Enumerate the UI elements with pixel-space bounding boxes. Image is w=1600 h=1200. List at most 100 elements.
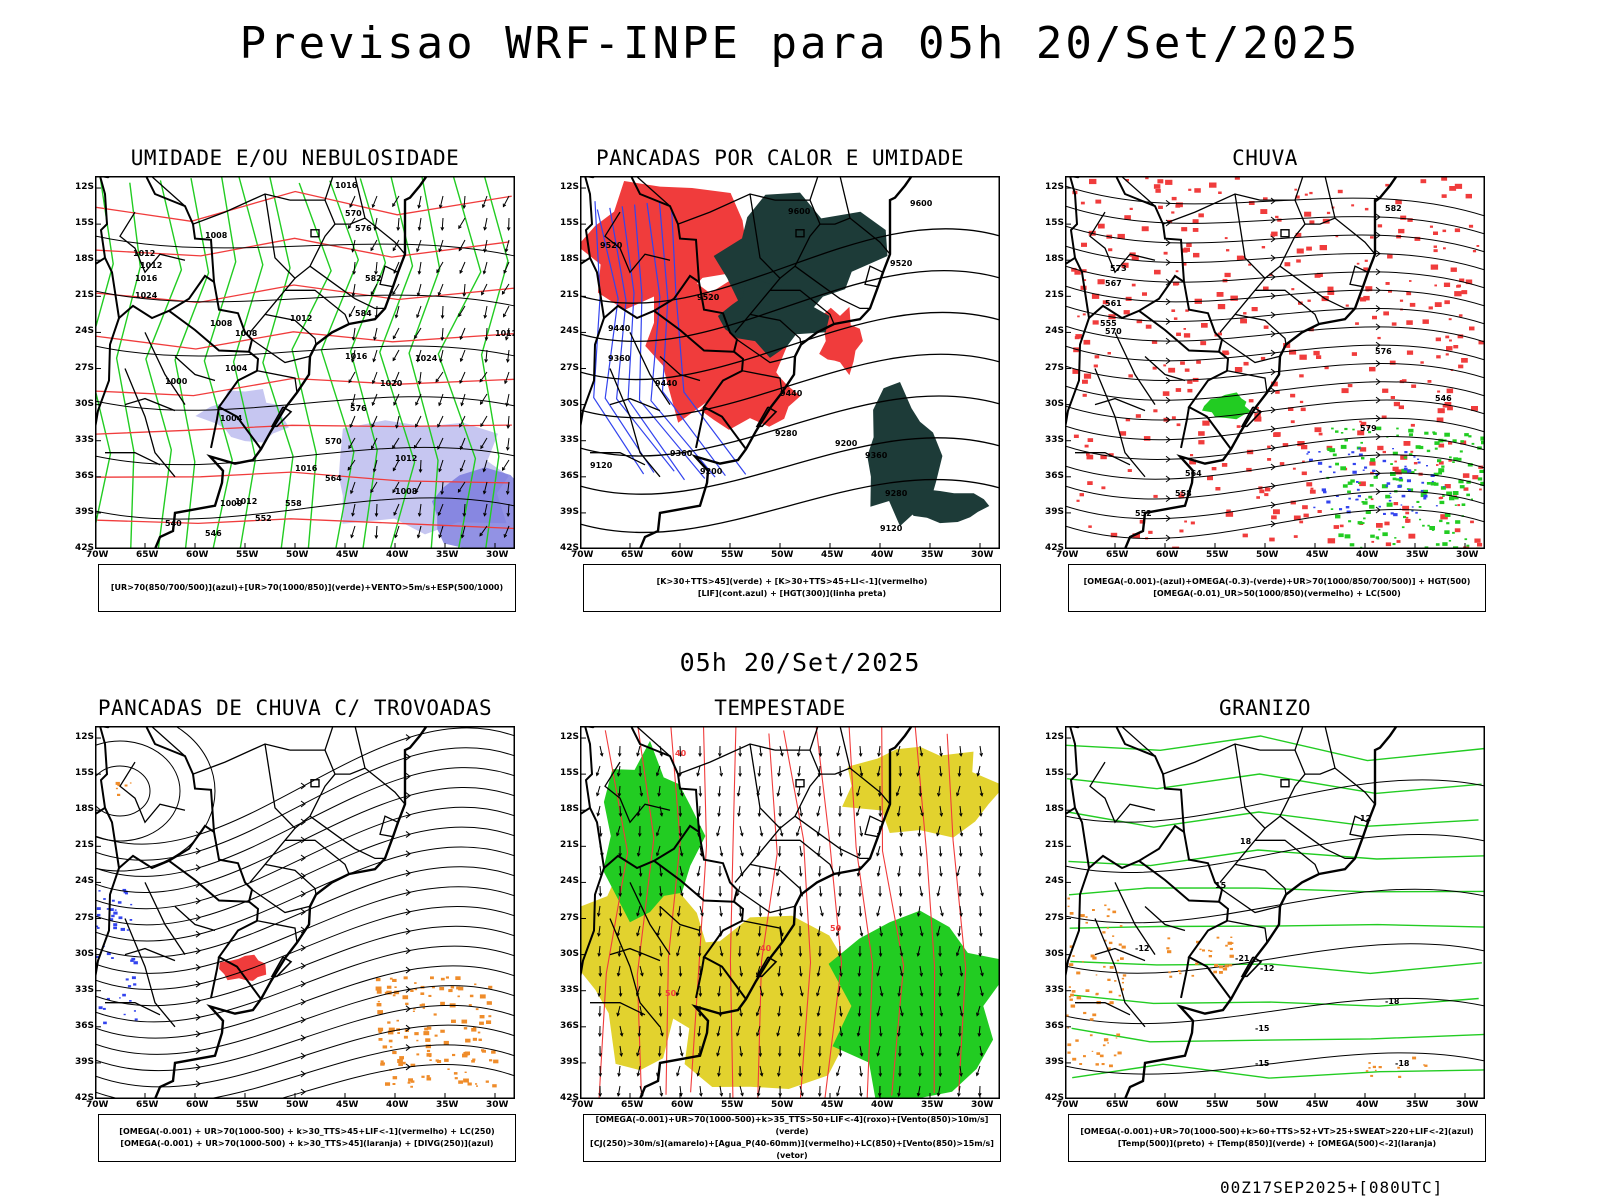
lif-contour	[621, 206, 685, 481]
thunder-shade	[381, 1062, 385, 1065]
rain-shade	[1290, 393, 1296, 398]
plot-frame	[580, 726, 1000, 1099]
thunder-shade	[388, 1027, 395, 1032]
wind-vector	[636, 905, 641, 916]
wind-vector-head	[777, 972, 781, 977]
wind-vector	[699, 985, 701, 997]
caption-line: [CJ(250)>30m/s](amarelo)+[Agua_P(40-60mm…	[590, 1139, 994, 1160]
heavy-rain-shade	[1437, 459, 1442, 463]
wind-vector	[418, 195, 422, 208]
wind-vector-head	[415, 489, 419, 494]
lat-tick-label: 12S	[75, 182, 95, 193]
heavy-rain-shade	[1418, 445, 1424, 450]
state-border	[150, 726, 186, 757]
rain-shade	[1299, 354, 1307, 360]
wind-vector-head	[736, 992, 740, 997]
state-border	[609, 918, 661, 1028]
lat-tick-label: 33S	[560, 984, 580, 995]
rain-shade	[1108, 248, 1113, 252]
state-border	[1219, 193, 1266, 333]
heavy-rain-shade	[1477, 477, 1483, 481]
streamline-arrow	[1375, 488, 1381, 496]
rain-shade	[1261, 246, 1266, 249]
wind-vector	[619, 1025, 623, 1036]
rain-shade	[1184, 368, 1190, 372]
wind-vector	[738, 805, 741, 816]
wind-vector	[348, 437, 356, 449]
wind-vector-head	[936, 792, 941, 797]
wind-vector-head	[373, 226, 378, 231]
omega-shade	[1385, 485, 1389, 487]
wind-vector	[482, 195, 488, 208]
wind-vector	[758, 925, 761, 937]
rain-shade	[1094, 355, 1100, 359]
lat-tick-label: 30S	[75, 948, 95, 959]
streamline	[1065, 185, 1485, 217]
hail-shade	[1109, 966, 1114, 969]
lat-tick-label: 18S	[75, 254, 95, 265]
thunder-shade	[416, 1039, 419, 1042]
wind-vector	[414, 327, 422, 339]
wind-vector	[619, 985, 622, 997]
state-border	[770, 839, 835, 875]
wind-vector-head	[959, 1012, 964, 1017]
wind-vector	[617, 1085, 621, 1096]
rain-shade	[1299, 374, 1304, 378]
wind-vector-head	[859, 832, 864, 837]
rain-shade	[1152, 366, 1157, 370]
streamline-arrow	[405, 753, 411, 761]
rain-shade	[1463, 487, 1469, 491]
omega-shade	[1400, 504, 1403, 506]
hail-shade	[1070, 993, 1074, 997]
rh-contour	[95, 176, 114, 531]
wind-vector	[836, 1065, 841, 1076]
wind-vector-head	[479, 378, 484, 383]
rain-shade	[1430, 264, 1439, 270]
lon-tick-label: 50W	[1256, 1100, 1279, 1110]
wind-vector	[479, 525, 488, 537]
rh-contour	[145, 180, 183, 549]
heavy-rain-shade	[1340, 466, 1346, 471]
wind-vector	[438, 503, 444, 516]
contour-label: 1004	[220, 414, 243, 423]
wind-vector-head	[479, 532, 483, 537]
divergence-shade	[131, 976, 136, 980]
thunder-shade	[396, 1019, 399, 1022]
wind-vector-head	[836, 912, 841, 917]
heavy-rain-shade	[1366, 512, 1370, 514]
contour-label: 558	[1175, 489, 1192, 498]
heavy-rain-shade	[1464, 433, 1469, 437]
streamline-arrow	[300, 782, 306, 790]
wind-vector	[739, 1085, 744, 1096]
wind-vector	[677, 925, 681, 936]
wind-vector-head	[977, 873, 982, 878]
wind-vector	[739, 845, 744, 856]
wind-vector	[779, 745, 783, 756]
hail-shade	[1107, 1002, 1110, 1005]
hail-shade	[1122, 974, 1127, 977]
omega-shade	[1407, 469, 1412, 473]
hail-shade	[1208, 955, 1212, 958]
wind-vector	[397, 217, 400, 231]
heavy-rain-shade	[1438, 468, 1445, 473]
wind-vector-head	[637, 1033, 642, 1038]
wind-vector-head	[939, 1012, 944, 1017]
omega-shade	[1397, 485, 1402, 488]
wind-vector-head	[919, 972, 924, 977]
thunder-shade	[426, 1077, 432, 1081]
rain-shade	[1187, 380, 1193, 384]
wind-vector-head	[878, 1032, 883, 1037]
rain-shade	[1124, 215, 1131, 220]
state-border	[1234, 863, 1287, 895]
wind-vector	[419, 459, 422, 473]
thunder-shade	[407, 1081, 411, 1084]
rain-shade	[1289, 349, 1297, 355]
heavy-rain-shade	[1480, 481, 1485, 486]
rain-shade	[1151, 340, 1158, 344]
lagoon	[270, 956, 293, 978]
rain-shade	[1468, 224, 1474, 228]
rain-shade	[1267, 445, 1271, 449]
wind-vector	[637, 845, 641, 856]
wind-vector-head	[878, 1073, 883, 1078]
wind-vector	[896, 785, 901, 796]
